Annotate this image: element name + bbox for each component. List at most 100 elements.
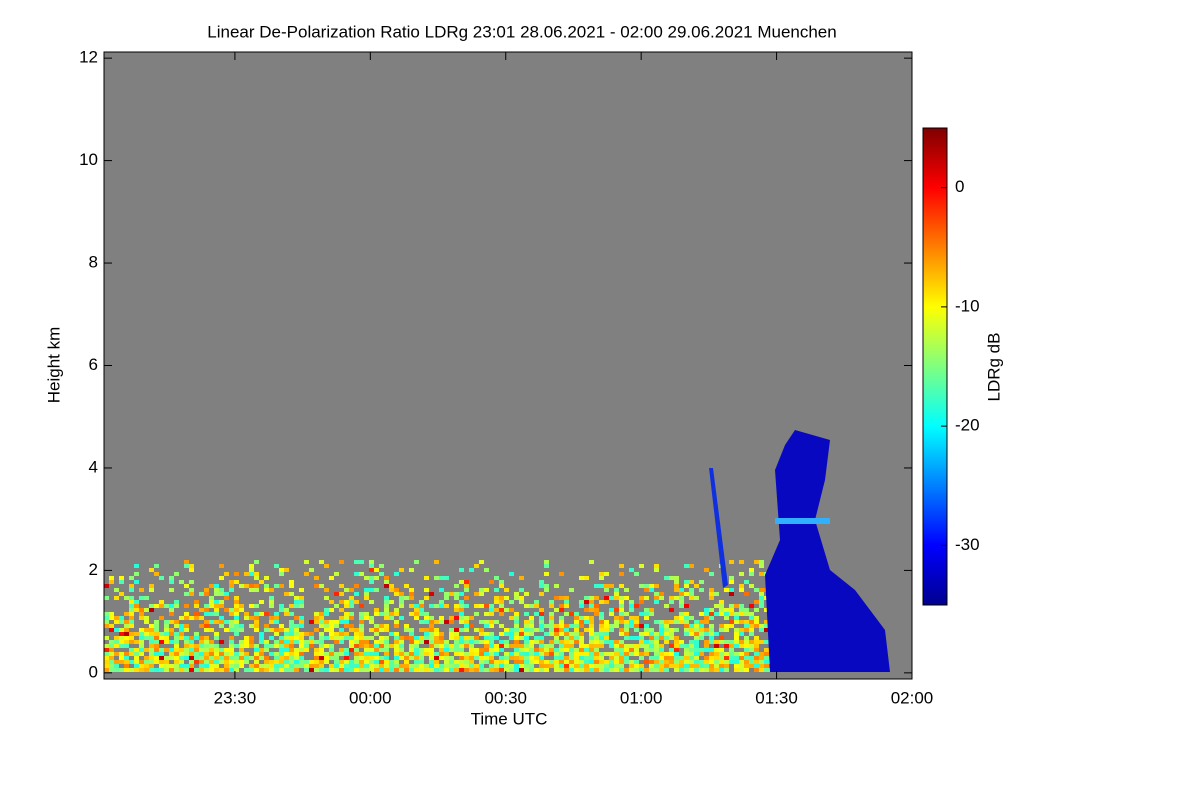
texture-cell	[324, 656, 329, 660]
texture-cell	[554, 648, 559, 652]
texture-cell	[119, 660, 124, 664]
texture-cell	[319, 660, 324, 664]
texture-cell	[189, 656, 194, 660]
texture-cell	[669, 620, 674, 624]
texture-cell	[619, 612, 624, 616]
texture-cell	[604, 572, 609, 576]
texture-cell	[244, 656, 249, 660]
texture-cell	[484, 668, 489, 672]
texture-cell	[599, 572, 604, 576]
texture-cell	[289, 592, 294, 596]
texture-cell	[134, 600, 139, 604]
texture-cell	[214, 652, 219, 656]
texture-cell	[129, 640, 134, 644]
texture-cell	[129, 668, 134, 672]
texture-cell	[124, 656, 129, 660]
texture-cell	[699, 580, 704, 584]
texture-cell	[589, 636, 594, 640]
texture-cell	[594, 644, 599, 648]
texture-cell	[674, 616, 679, 620]
texture-cell	[524, 652, 529, 656]
texture-cell	[429, 640, 434, 644]
texture-cell	[284, 612, 289, 616]
texture-cell	[544, 644, 549, 648]
texture-cell	[289, 656, 294, 660]
texture-cell	[284, 636, 289, 640]
texture-cell	[414, 608, 419, 612]
texture-cell	[129, 616, 134, 620]
texture-cell	[699, 648, 704, 652]
texture-cell	[514, 652, 519, 656]
texture-cell	[234, 580, 239, 584]
texture-cell	[354, 560, 359, 564]
texture-cell	[449, 636, 454, 640]
texture-cell	[279, 604, 284, 608]
texture-cell	[429, 664, 434, 668]
texture-cell	[689, 660, 694, 664]
texture-cell	[294, 628, 299, 632]
texture-cell	[669, 652, 674, 656]
texture-cell	[634, 664, 639, 668]
texture-cell	[159, 604, 164, 608]
texture-cell	[649, 608, 654, 612]
texture-cell	[244, 572, 249, 576]
texture-cell	[189, 564, 194, 568]
texture-cell	[424, 668, 429, 672]
texture-cell	[684, 632, 689, 636]
texture-cell	[724, 660, 729, 664]
texture-cell	[754, 624, 759, 628]
texture-cell	[539, 644, 544, 648]
texture-cell	[409, 612, 414, 616]
texture-cell	[229, 608, 234, 612]
texture-cell	[614, 608, 619, 612]
texture-cell	[449, 660, 454, 664]
texture-cell	[739, 656, 744, 660]
texture-cell	[159, 648, 164, 652]
texture-cell	[404, 596, 409, 600]
texture-cell	[709, 616, 714, 620]
texture-cell	[479, 656, 484, 660]
texture-cell	[329, 620, 334, 624]
texture-cell	[574, 648, 579, 652]
texture-cell	[174, 652, 179, 656]
texture-cell	[469, 640, 474, 644]
texture-cell	[184, 664, 189, 668]
texture-cell	[709, 652, 714, 656]
texture-cell	[434, 644, 439, 648]
texture-cell	[289, 652, 294, 656]
texture-cell	[684, 616, 689, 620]
texture-cell	[564, 596, 569, 600]
texture-cell	[154, 632, 159, 636]
texture-cell	[224, 596, 229, 600]
texture-cell	[649, 628, 654, 632]
texture-cell	[654, 632, 659, 636]
chart-title: Linear De-Polarization Ratio LDRg 23:01 …	[207, 22, 836, 41]
texture-cell	[599, 616, 604, 620]
texture-cell	[729, 576, 734, 580]
texture-cell	[209, 620, 214, 624]
texture-cell	[289, 624, 294, 628]
texture-cell	[689, 656, 694, 660]
texture-cell	[424, 616, 429, 620]
texture-cell	[694, 648, 699, 652]
texture-cell	[419, 664, 424, 668]
texture-cell	[739, 572, 744, 576]
texture-cell	[234, 624, 239, 628]
texture-cell	[744, 624, 749, 628]
texture-cell	[754, 656, 759, 660]
texture-cell	[684, 580, 689, 584]
texture-cell	[389, 660, 394, 664]
texture-cell	[684, 656, 689, 660]
x-tick-label: 00:30	[484, 688, 527, 707]
texture-cell	[604, 620, 609, 624]
texture-cell	[379, 656, 384, 660]
texture-cell	[404, 628, 409, 632]
texture-cell	[669, 660, 674, 664]
texture-cell	[734, 616, 739, 620]
texture-cell	[524, 664, 529, 668]
texture-cell	[524, 612, 529, 616]
texture-cell	[629, 660, 634, 664]
texture-cell	[314, 576, 319, 580]
texture-cell	[564, 640, 569, 644]
texture-cell	[144, 664, 149, 668]
